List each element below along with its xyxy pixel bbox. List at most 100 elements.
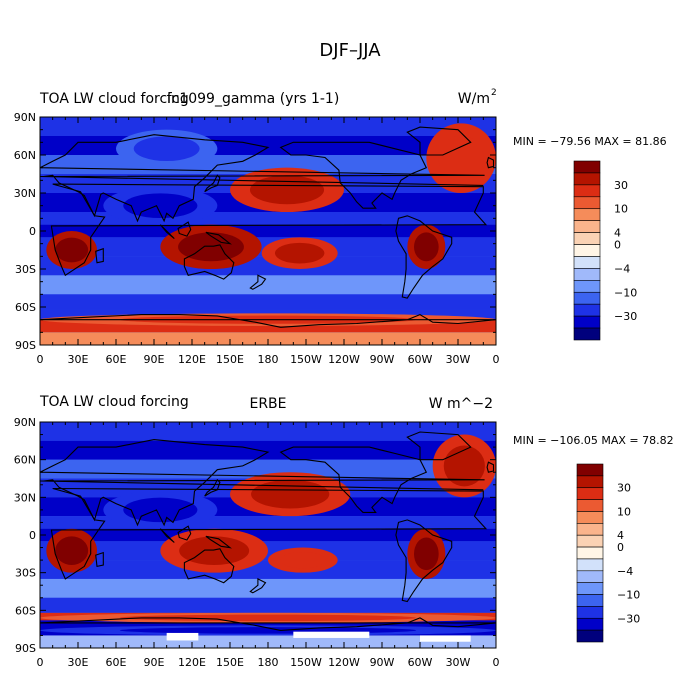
x-tick-label: 60E bbox=[106, 656, 127, 669]
y-tick-label: 0 bbox=[29, 225, 36, 238]
x-tick-label: 60W bbox=[408, 656, 433, 669]
x-tick-label: 180 bbox=[258, 353, 279, 366]
lat-band bbox=[40, 578, 496, 598]
coastline bbox=[204, 174, 221, 193]
coastline bbox=[40, 313, 496, 328]
colorbar-label: 10 bbox=[617, 505, 631, 518]
colorbar-label: 4 bbox=[614, 227, 621, 240]
x-tick-label: 30W bbox=[446, 656, 471, 669]
y-tick-label: 90N bbox=[14, 111, 36, 124]
x-tick-label: 120E bbox=[178, 656, 206, 669]
colorbar-swatch bbox=[573, 196, 601, 210]
coastline bbox=[486, 461, 495, 473]
colorbar-swatch bbox=[573, 232, 601, 245]
colorbar-swatch bbox=[576, 487, 604, 500]
y-tick-label: 60N bbox=[14, 454, 36, 467]
colorbar-label: 0 bbox=[614, 239, 621, 252]
colorbar-swatch bbox=[576, 582, 604, 595]
coastline bbox=[406, 431, 472, 461]
missing-data-patch bbox=[420, 635, 471, 642]
x-tick-label: 0 bbox=[37, 656, 44, 669]
lat-band bbox=[40, 294, 496, 310]
colorbar-swatch bbox=[576, 606, 604, 619]
x-tick-label: 150E bbox=[216, 353, 244, 366]
panel-min-max: MIN = −79.56 MAX = 81.86 bbox=[513, 135, 667, 148]
colorbar-label: −10 bbox=[617, 589, 640, 602]
x-tick-label: 90E bbox=[144, 353, 165, 366]
colorbar-label: −30 bbox=[617, 612, 640, 625]
colorbar-label: 30 bbox=[617, 482, 631, 495]
y-tick-label: 90S bbox=[15, 339, 36, 352]
data-region-core bbox=[274, 242, 325, 264]
colorbar-swatch bbox=[573, 268, 601, 281]
data-region-core bbox=[251, 479, 330, 509]
x-tick-label: 120E bbox=[178, 353, 206, 366]
colorbar-label: −10 bbox=[614, 286, 637, 299]
x-tick-label: 60W bbox=[408, 353, 433, 366]
panel-observed: TOA LW cloud forcing ERBE W m^−2 MIN = −… bbox=[14, 394, 674, 669]
x-tick-label: 0 bbox=[37, 353, 44, 366]
colorbar-swatch bbox=[576, 570, 604, 583]
coastline bbox=[279, 446, 428, 513]
colorbar-swatch bbox=[576, 475, 604, 489]
coastline bbox=[249, 274, 267, 290]
colorbar-swatch bbox=[576, 629, 604, 643]
y-tick-label: 30S bbox=[15, 263, 36, 276]
colorbar-label: −4 bbox=[614, 262, 630, 275]
coastline bbox=[205, 535, 232, 549]
coastlines bbox=[40, 126, 496, 328]
data-region-core bbox=[443, 445, 485, 487]
lat-band bbox=[40, 256, 496, 276]
data-region-core bbox=[55, 237, 89, 263]
x-tick-label: 30W bbox=[446, 353, 471, 366]
coastline bbox=[40, 439, 485, 527]
missing-data-patch bbox=[166, 632, 199, 641]
lat-band bbox=[40, 275, 496, 295]
data-region-core bbox=[179, 536, 250, 565]
colorbar-swatch bbox=[573, 256, 601, 269]
colorbar-swatch bbox=[573, 315, 601, 329]
map-model bbox=[39, 116, 497, 346]
y-tick-label: 30N bbox=[14, 491, 36, 504]
colorbar-swatch bbox=[573, 303, 601, 317]
lat-band bbox=[40, 224, 496, 238]
y-tick-label: 60N bbox=[14, 149, 36, 162]
data-region-core bbox=[55, 536, 89, 565]
coastline bbox=[395, 215, 453, 299]
colorbar-swatch bbox=[576, 511, 604, 524]
panel-center-title: fc1099_gamma (yrs 1-1) bbox=[167, 91, 340, 107]
y-tick-label: 60S bbox=[15, 301, 36, 314]
coastline bbox=[177, 525, 192, 541]
colorbar-swatch bbox=[576, 463, 604, 477]
lat-band bbox=[40, 560, 496, 579]
coastline bbox=[50, 183, 488, 277]
colorbar-observed: 30 10 40 −4 −10 −30 bbox=[576, 463, 640, 643]
colorbar-swatch bbox=[573, 327, 601, 341]
y-tick-label: 60S bbox=[15, 604, 36, 617]
panel-min-max: MIN = −106.05 MAX = 78.82 bbox=[513, 434, 674, 447]
colorbar-swatch bbox=[573, 244, 601, 257]
x-tick-label: 30E bbox=[68, 353, 89, 366]
data-region-core bbox=[119, 614, 417, 622]
panel-left-title: TOA LW cloud forcing bbox=[39, 91, 189, 107]
colorbar-model: 30 10 40 −4 −10 −30 bbox=[573, 160, 637, 341]
lat-band bbox=[40, 516, 496, 529]
x-tick-label: 90E bbox=[144, 656, 165, 669]
data-region-core bbox=[133, 136, 200, 162]
y-tick-label: 30S bbox=[15, 567, 36, 580]
colorbar-swatch bbox=[573, 291, 601, 305]
lat-band bbox=[40, 528, 496, 542]
colorbar-label: −30 bbox=[614, 310, 637, 323]
colorbar-swatch bbox=[573, 184, 601, 198]
x-tick-label: 150W bbox=[290, 656, 322, 669]
coastline bbox=[279, 141, 428, 209]
colorbar-swatch bbox=[576, 594, 604, 607]
coastline bbox=[183, 548, 235, 584]
coastline bbox=[204, 478, 221, 497]
panel-center-title: ERBE bbox=[249, 396, 286, 412]
colorbar-label: 10 bbox=[614, 203, 628, 216]
x-tick-label: 90W bbox=[370, 353, 395, 366]
colorbar-label: 0 bbox=[617, 541, 624, 554]
